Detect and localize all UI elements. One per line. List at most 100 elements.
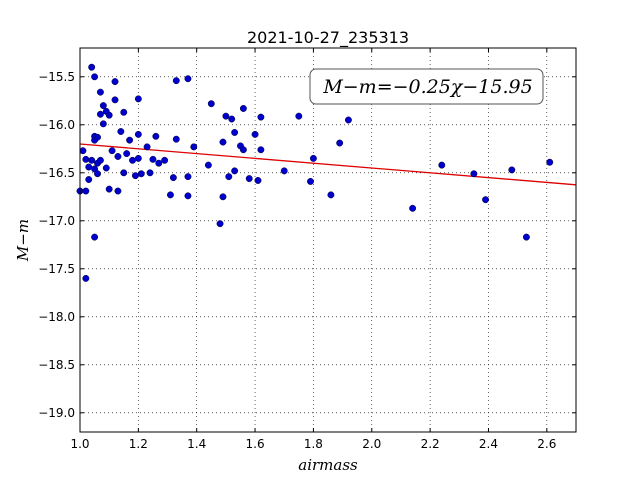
- y-tick-label: −18.5: [38, 358, 75, 372]
- data-point: [149, 155, 157, 163]
- data-point: [111, 96, 119, 104]
- data-point: [239, 105, 247, 112]
- plot-frame: [79, 47, 577, 433]
- data-point: [222, 112, 230, 120]
- y-tick-label: −16.0: [38, 118, 75, 132]
- data-point: [105, 111, 113, 119]
- data-point: [111, 78, 119, 86]
- data-point: [137, 170, 145, 178]
- data-point: [522, 233, 530, 241]
- data-point: [82, 155, 90, 163]
- data-point: [134, 154, 142, 162]
- data-point: [204, 161, 212, 169]
- data-point: [166, 191, 174, 199]
- data-point: [120, 169, 128, 177]
- data-point: [207, 100, 215, 108]
- data-point: [152, 132, 160, 140]
- data-point: [184, 75, 192, 83]
- data-point: [172, 77, 180, 85]
- data-point: [438, 161, 446, 169]
- equation-annotation: M−m=−0.25χ−15.95: [309, 68, 544, 105]
- plot-area: [80, 48, 576, 432]
- points-group: [76, 63, 554, 282]
- chart-title: 2021-10-27_235313: [247, 28, 409, 48]
- data-point: [225, 173, 233, 181]
- data-point: [508, 166, 516, 174]
- fit-line-group: [79, 143, 577, 186]
- annotation-box: [309, 68, 544, 105]
- data-point: [96, 156, 104, 164]
- data-point: [219, 138, 227, 146]
- data-point: [239, 146, 247, 154]
- y-tick-label: −16.5: [38, 166, 75, 180]
- x-tick-label: 2.4: [479, 437, 498, 451]
- data-point: [120, 108, 128, 116]
- data-point: [79, 147, 87, 155]
- x-tick-label: 2.2: [421, 437, 440, 451]
- data-point: [143, 143, 151, 151]
- data-point: [482, 196, 490, 204]
- data-point: [309, 154, 317, 162]
- data-point: [172, 135, 180, 143]
- x-tick-label: 1.8: [304, 437, 323, 451]
- x-axis-ticks: 1.0 1.2 1.4 1.6 1.8 2.0 2.2 2.4 2.6: [70, 48, 556, 451]
- data-point: [327, 191, 335, 199]
- data-point: [219, 193, 227, 201]
- data-point: [91, 233, 99, 241]
- x-tick-label: 1.4: [187, 437, 206, 451]
- y-tick-label: −17.5: [38, 262, 75, 276]
- data-point: [126, 136, 134, 144]
- y-axis-ticks: −15.5 −16.0 −16.5 −17.0 −17.5 −18.0 −18.5 −19.0: [38, 70, 576, 420]
- data-point: [155, 159, 163, 167]
- data-point: [102, 164, 110, 172]
- x-axis-label: airmass: [298, 456, 358, 474]
- data-point: [280, 167, 288, 175]
- data-point: [96, 110, 104, 118]
- data-point: [134, 130, 142, 138]
- y-tick-label: −18.0: [38, 310, 75, 324]
- data-point: [190, 143, 198, 151]
- grid: [79, 48, 576, 432]
- data-point: [88, 156, 96, 164]
- y-tick-label: −17.0: [38, 214, 75, 228]
- data-point: [336, 139, 344, 147]
- data-point: [409, 204, 417, 212]
- y-tick-label: −19.0: [38, 406, 75, 420]
- data-point: [123, 150, 131, 158]
- data-point: [88, 63, 96, 71]
- data-point: [131, 172, 139, 180]
- data-point: [117, 128, 125, 135]
- data-point: [82, 187, 90, 195]
- fit-line: [79, 143, 577, 186]
- data-point: [257, 146, 265, 154]
- x-tick-label: 1.6: [246, 437, 265, 451]
- annotation-text: M−m=−0.25χ−15.95: [322, 76, 532, 98]
- data-point: [82, 274, 90, 282]
- data-point: [108, 147, 116, 155]
- data-point: [228, 115, 236, 123]
- y-tick-label: −15.5: [38, 70, 75, 84]
- data-point: [216, 220, 224, 228]
- x-tick-label: 1.2: [129, 437, 148, 451]
- data-point: [546, 158, 554, 166]
- data-point: [257, 113, 265, 121]
- data-point: [134, 95, 142, 103]
- data-point: [114, 153, 122, 160]
- data-point: [96, 88, 104, 96]
- data-point: [85, 163, 93, 171]
- data-point: [231, 129, 239, 136]
- data-point: [94, 133, 101, 141]
- data-point: [307, 177, 314, 185]
- data-point: [91, 73, 99, 81]
- data-point: [245, 175, 253, 183]
- data-point: [231, 167, 239, 175]
- data-point: [85, 176, 93, 183]
- data-point: [295, 112, 303, 120]
- x-tick-label: 2.6: [537, 437, 556, 451]
- data-point: [146, 169, 154, 177]
- data-point: [105, 185, 113, 193]
- data-point: [129, 156, 136, 164]
- data-point: [470, 170, 478, 178]
- data-point: [114, 187, 122, 195]
